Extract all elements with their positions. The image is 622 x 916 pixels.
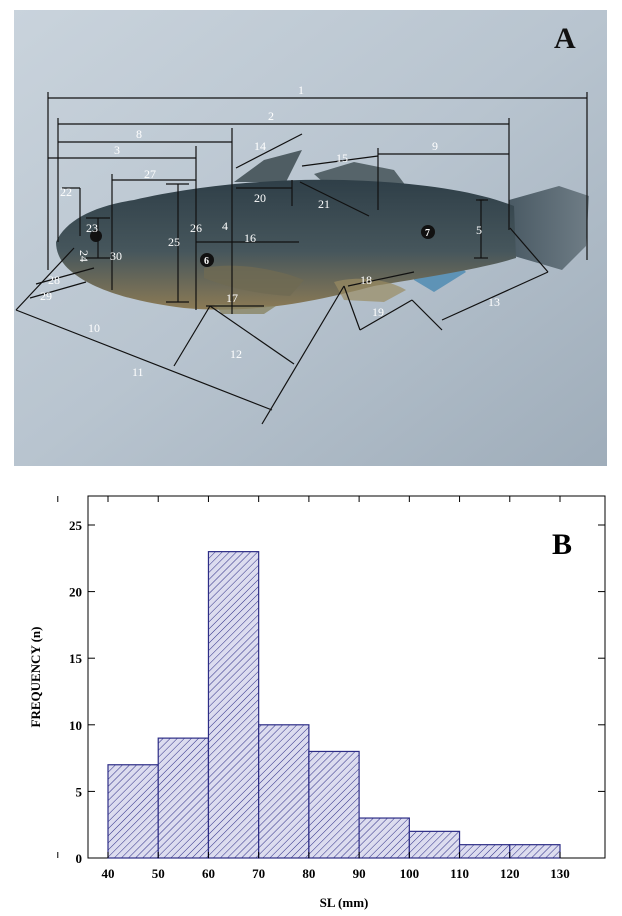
y-tick-label-25: 25 xyxy=(69,518,83,533)
measurement-label-13: 13 xyxy=(488,295,500,309)
measurement-label-24: 24 xyxy=(77,250,91,262)
panel-label-a: A xyxy=(554,22,576,55)
measurement-label-12: 12 xyxy=(230,347,242,361)
fish-morphometrics-photo: 1 2 3 4 5 8 9 10 11 12 13 14 15 16 17 18… xyxy=(14,10,607,466)
x-axis-label: SL (mm) xyxy=(320,895,369,910)
histogram-bar-90-100 xyxy=(358,817,410,859)
y-axis: 0 5 10 15 20 25 xyxy=(69,518,605,866)
measurement-label-3: 3 xyxy=(114,143,120,157)
measurement-label-18: 18 xyxy=(360,273,372,287)
x-tick-label-60: 60 xyxy=(202,866,215,881)
landmark-label-6: 6 xyxy=(204,256,209,267)
measurement-label-23: 23 xyxy=(86,221,98,235)
measurement-label-28: 28 xyxy=(48,273,60,287)
measurement-labels: 1 2 3 4 5 8 9 10 11 12 13 14 15 16 17 18… xyxy=(40,83,500,379)
measurement-lines xyxy=(15,92,588,425)
measurement-label-30: 30 xyxy=(110,249,122,263)
measurement-label-22: 22 xyxy=(60,185,72,199)
histogram-bar-50-60 xyxy=(157,737,210,859)
x-axis: 40 50 60 70 80 90 100 110 120 130 xyxy=(57,496,570,881)
y-tick-label-5: 5 xyxy=(76,784,83,799)
measurement-label-21: 21 xyxy=(318,197,330,211)
measurement-label-10: 10 xyxy=(88,321,100,335)
measurement-label-5: 5 xyxy=(476,223,482,237)
histogram-bar-120-130 xyxy=(509,844,561,859)
sl-frequency-histogram: 0 5 10 15 20 25 40 50 60 70 80 90 100 110 120 130 FREQ… xyxy=(28,495,606,910)
measurement-label-26: 26 xyxy=(190,221,202,235)
measurement-label-25: 25 xyxy=(168,235,180,249)
landmark-markers: 6 7 xyxy=(200,225,435,267)
landmark-marker-7 xyxy=(421,225,435,239)
x-tick-label-70: 70 xyxy=(252,866,265,881)
histogram-bar-60-70 xyxy=(207,551,260,859)
measurement-label-4: 4 xyxy=(222,219,228,233)
x-tick-label-40: 40 xyxy=(102,866,115,881)
panel-label-b: B xyxy=(552,528,572,561)
y-tick-label-20: 20 xyxy=(69,585,82,600)
measurement-label-2: 2 xyxy=(268,109,274,123)
x-tick-label-100: 100 xyxy=(400,866,420,881)
x-tick-label-90: 90 xyxy=(353,866,366,881)
measurement-label-16: 16 xyxy=(244,231,256,245)
x-tick-label-120: 120 xyxy=(500,866,520,881)
measurement-label-1: 1 xyxy=(298,83,304,97)
histogram-bar-70-80 xyxy=(258,724,310,859)
landmark-marker-6 xyxy=(200,253,214,267)
histogram-bar-110-120 xyxy=(458,844,511,859)
x-tick-label-110: 110 xyxy=(450,866,469,881)
landmark-label-7: 7 xyxy=(425,228,430,239)
measurement-label-11: 11 xyxy=(132,365,144,379)
x-tick-label-130: 130 xyxy=(550,866,570,881)
measurement-label-19: 19 xyxy=(372,305,384,319)
x-tick-label-80: 80 xyxy=(302,866,315,881)
histogram-bar-40-50 xyxy=(107,764,159,859)
x-tick-label-50: 50 xyxy=(152,866,165,881)
measurement-label-20: 20 xyxy=(254,191,266,205)
measurement-label-8: 8 xyxy=(136,127,142,141)
histogram-bar-100-110 xyxy=(408,830,461,859)
y-tick-label-0: 0 xyxy=(76,851,83,866)
measurement-label-17: 17 xyxy=(226,291,238,305)
y-tick-label-10: 10 xyxy=(69,718,82,733)
y-tick-label-15: 15 xyxy=(69,651,83,666)
measurement-label-14: 14 xyxy=(254,139,266,153)
histogram-bar-80-90 xyxy=(308,750,360,859)
measurement-label-29: 29 xyxy=(40,289,52,303)
histogram-bars xyxy=(107,551,561,859)
measurement-label-15: 15 xyxy=(336,151,348,165)
measurement-label-9: 9 xyxy=(432,139,438,153)
measurement-label-27: 27 xyxy=(144,167,156,181)
y-axis-label: FREQUENCY (n) xyxy=(28,627,43,728)
